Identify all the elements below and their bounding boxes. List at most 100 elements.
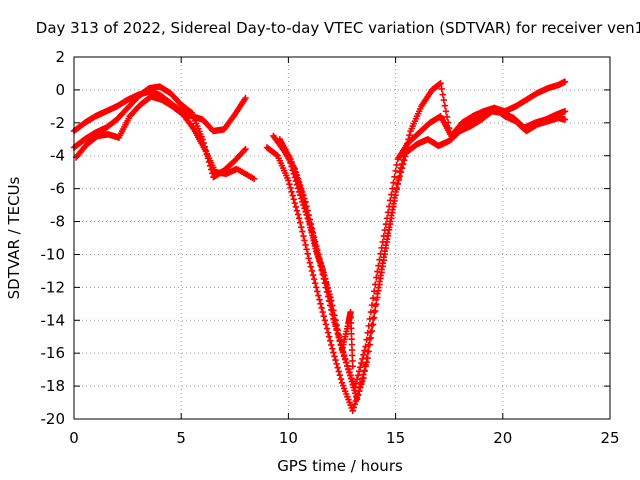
data-point	[335, 368, 342, 375]
data-point	[367, 334, 375, 342]
data-point	[330, 307, 337, 314]
data-point	[561, 108, 569, 115]
data-point	[347, 319, 355, 327]
data-point	[314, 288, 321, 295]
data-point	[299, 228, 306, 235]
data-point	[323, 281, 331, 289]
data-point	[303, 211, 310, 219]
data-point	[364, 329, 371, 336]
axis-ticks	[73, 56, 611, 420]
data-point	[387, 197, 394, 204]
grid-lines	[74, 57, 610, 419]
data-point	[327, 337, 334, 345]
data-point	[298, 223, 305, 231]
data-point	[347, 314, 354, 321]
data-point	[399, 156, 407, 164]
y-tick-label: -14	[41, 311, 66, 329]
data-point	[320, 269, 327, 276]
y-tick-label: -18	[41, 377, 66, 395]
data-point	[290, 196, 297, 203]
data-point	[295, 188, 303, 196]
data-point	[250, 175, 258, 182]
data-point	[378, 244, 385, 252]
data-point	[316, 296, 323, 303]
plot-frame	[73, 56, 611, 420]
y-axis-label: SDTVAR / TECUs	[5, 176, 23, 299]
data-point	[293, 181, 301, 188]
data-point	[346, 368, 353, 376]
data-point	[443, 113, 451, 121]
data-point	[370, 288, 378, 295]
y-tick-labels: -20-18-16-14-12-10-8-6-4-202	[41, 48, 66, 428]
data-point	[289, 192, 296, 199]
data-point	[377, 275, 384, 282]
data-point	[366, 315, 374, 323]
data-point	[378, 269, 385, 276]
data-point	[325, 287, 332, 295]
data-point	[366, 341, 374, 348]
data-point	[393, 186, 400, 193]
data-point	[332, 356, 339, 364]
data-point	[292, 177, 300, 185]
data-point	[332, 317, 339, 324]
data-point	[388, 191, 395, 198]
data-point	[328, 341, 335, 349]
data-point	[288, 163, 295, 170]
data-point	[331, 312, 338, 319]
data-point	[396, 168, 404, 176]
data-point	[358, 359, 365, 367]
data-point	[348, 375, 355, 382]
x-tick-labels: 0 5 10 15 20 25	[69, 429, 619, 447]
data-point	[328, 297, 335, 304]
data-point	[342, 356, 349, 363]
data-point	[398, 160, 406, 168]
data-point	[273, 151, 280, 159]
data-point	[389, 185, 396, 192]
data-point	[312, 280, 319, 287]
data-point	[377, 250, 384, 257]
data-point	[362, 363, 369, 370]
data-point	[293, 207, 301, 214]
x-tick-label: 10	[279, 429, 298, 447]
data-point	[291, 199, 299, 207]
data-point	[357, 383, 364, 391]
series-track-d	[263, 108, 569, 414]
data-point	[336, 372, 344, 379]
data-point	[361, 347, 368, 354]
data-point	[382, 220, 390, 228]
data-point	[349, 363, 356, 370]
series-track-f	[276, 104, 569, 391]
data-point	[357, 363, 364, 371]
data-point	[441, 102, 449, 109]
data-point	[384, 209, 392, 216]
data-point	[369, 321, 377, 328]
data-point	[381, 226, 389, 234]
x-tick-label: 25	[600, 429, 619, 447]
data-point	[304, 215, 311, 222]
data-point	[303, 246, 310, 253]
data-point	[296, 219, 304, 226]
data-point	[373, 274, 380, 281]
data-point	[319, 266, 326, 273]
data-point	[289, 167, 296, 174]
data-point	[322, 278, 330, 285]
data-point	[337, 375, 345, 383]
data-point	[317, 300, 324, 308]
data-point	[286, 180, 293, 188]
data-point	[187, 108, 195, 116]
data-point	[335, 331, 342, 339]
y-tick-label: -20	[41, 410, 66, 428]
data-point	[352, 380, 360, 387]
data-point	[363, 359, 370, 366]
data-point	[285, 177, 292, 184]
data-point	[320, 312, 327, 320]
data-point	[323, 325, 331, 332]
data-point	[380, 232, 388, 240]
data-point	[364, 354, 371, 362]
y-tick-label: -16	[41, 344, 66, 362]
data-point	[393, 161, 400, 169]
y-tick-label: -10	[41, 245, 66, 263]
data-point	[561, 78, 569, 85]
data-point	[385, 203, 393, 210]
